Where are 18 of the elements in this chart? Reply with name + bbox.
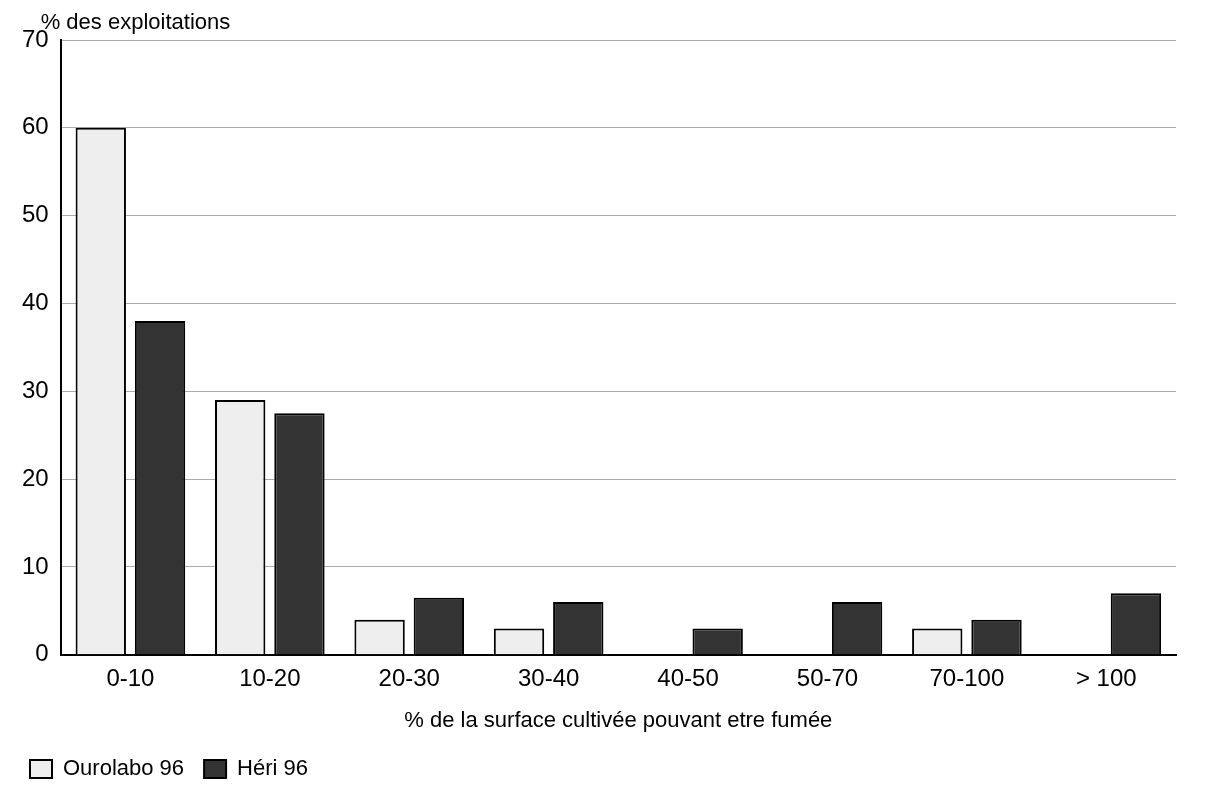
x-tick-label: > 100 (1075, 663, 1137, 691)
x-tick-label: 30-40 (517, 663, 580, 691)
y-tick-label: 50 (21, 200, 49, 228)
x-tick-label: 50-70 (796, 663, 859, 691)
x-tick-label: 70-100 (929, 663, 1005, 691)
y-tick-label: 60 (21, 112, 49, 140)
x-axis-title: % de la surface cultivée pouvant etre fumée (404, 706, 833, 732)
y-tick-label: 10 (21, 551, 49, 579)
legend-label: Héri 96 (237, 755, 309, 781)
y-tick-label: 0 (35, 639, 49, 667)
y-tick-label: 30 (21, 375, 49, 403)
y-tick-label: 40 (21, 288, 49, 316)
x-tick-label: 10-20 (239, 663, 301, 691)
x-tick-label: 40-50 (657, 663, 719, 691)
legend-label: Ourolabo 96 (63, 755, 185, 781)
x-tick-label: 0-10 (106, 663, 155, 691)
y-tick-label: 20 (21, 463, 49, 491)
x-tick-label: 20-30 (378, 663, 440, 691)
